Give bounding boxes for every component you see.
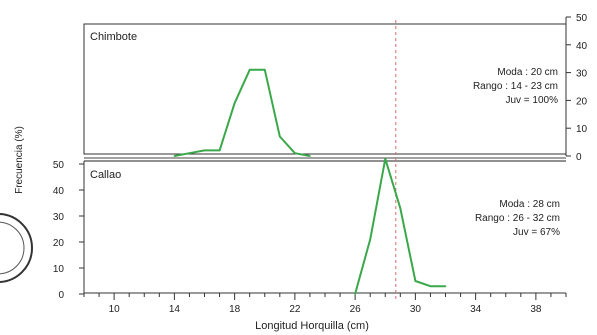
data-point-callao [384, 158, 387, 160]
top-panel-y-axis: 0 10 20 30 40 50 [565, 13, 588, 163]
y-tick-label: 30 [576, 69, 588, 80]
callao-juv-annotation: Juv = 67% [513, 227, 560, 238]
y-tick-label: 10 [576, 124, 588, 135]
data-point-chimbote [203, 149, 206, 152]
x-tick-label: 34 [470, 304, 482, 315]
y-axis-title: Frecuencia (%) [14, 126, 25, 194]
chimbote-moda-annotation: Moda : 20 cm [497, 67, 558, 78]
x-tick-label: 18 [229, 304, 241, 315]
x-tick-label: 10 [109, 304, 121, 315]
chimbote-rango-annotation: Rango : 14 - 23 cm [473, 81, 558, 92]
x-tick-label: 30 [410, 304, 422, 315]
y-tick-label: 40 [53, 186, 65, 197]
bottom-panel-y-axis: 0 10 20 30 40 50 [53, 160, 85, 301]
x-tick-label: 22 [289, 304, 301, 315]
y-tick-label: 30 [53, 212, 65, 223]
data-point-chimbote [248, 69, 251, 71]
y-tick-label: 20 [576, 96, 588, 107]
panel-title-callao: Callao [90, 169, 121, 181]
data-point-chimbote [218, 149, 221, 152]
data-point-callao [399, 207, 402, 209]
series-line-callao [354, 157, 446, 295]
data-point-chimbote [294, 152, 296, 155]
x-tick-label: 14 [169, 304, 181, 315]
data-point-chimbote [188, 152, 191, 155]
callao-rango-annotation: Rango : 26 - 32 cm [475, 213, 560, 224]
data-point-callao [429, 285, 432, 288]
data-point-callao [354, 293, 356, 295]
x-axis-title: Longitud Horquilla (cm) [255, 320, 369, 332]
x-tick-label: 38 [530, 304, 542, 315]
x-axis: 10 14 18 22 26 30 34 38 [83, 293, 567, 315]
data-point-chimbote [263, 69, 266, 71]
series-line-chimbote [174, 68, 311, 157]
y-tick-label: 50 [53, 160, 65, 171]
data-point-chimbote [279, 135, 281, 138]
callao-moda-annotation: Moda : 28 cm [499, 199, 560, 210]
series-layer [173, 68, 447, 295]
data-point-callao [414, 280, 417, 282]
chimbote-juv-annotation: Juv = 100% [505, 95, 558, 106]
y-tick-label: 10 [53, 264, 65, 275]
panel-title-chimbote: Chimbote [90, 31, 137, 43]
x-tick-label: 26 [350, 304, 362, 315]
y-tick-label: 50 [576, 13, 588, 24]
data-point-callao [369, 238, 371, 241]
data-point-chimbote [173, 155, 176, 157]
data-point-chimbote [233, 102, 236, 104]
y-tick-label: 20 [53, 238, 65, 249]
data-point-chimbote [309, 155, 311, 157]
y-tick-label: 40 [576, 41, 588, 52]
seal-stamp [0, 213, 33, 283]
y-tick-label: 0 [576, 152, 582, 163]
data-point-callao [444, 285, 447, 288]
y-tick-label: 0 [58, 290, 64, 301]
